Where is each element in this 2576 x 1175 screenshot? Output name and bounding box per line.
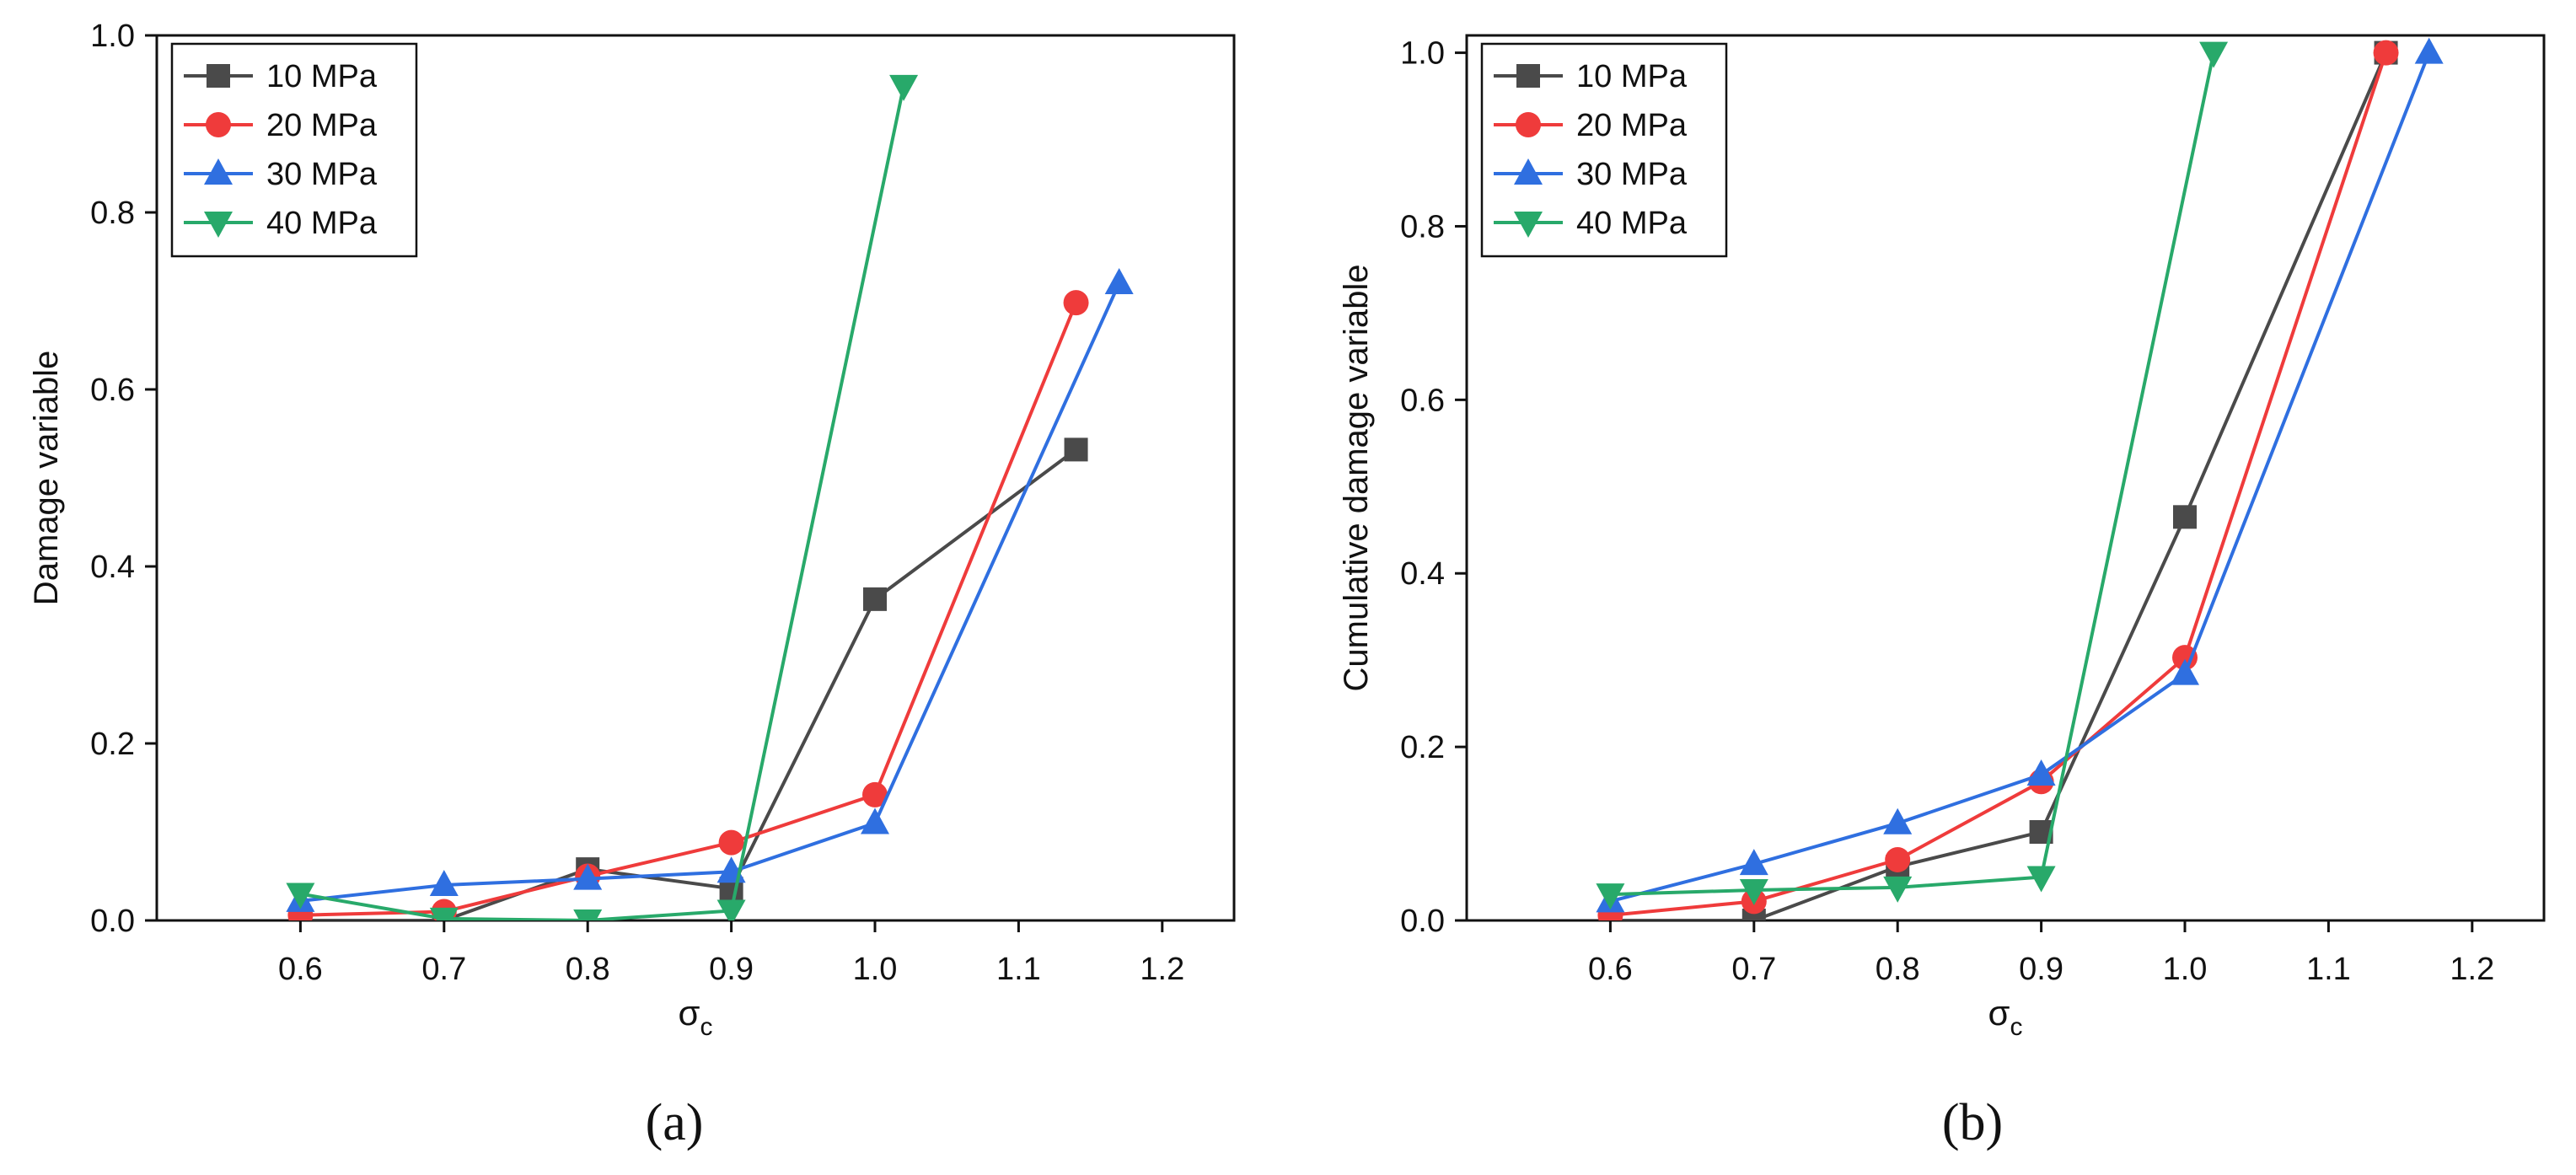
- data-point-40-mpa: [573, 909, 603, 920]
- legend-label-20-mpa: 20 MPa: [1576, 108, 1688, 143]
- legend-marker-20-mpa: [1516, 112, 1541, 137]
- plot-frame: [155, 34, 1236, 922]
- series-line-30-mpa: [1609, 51, 2431, 904]
- data-point-20-mpa: [862, 781, 888, 807]
- data-point-40-mpa: [889, 74, 919, 101]
- y-tick-label: 0.6: [90, 373, 135, 408]
- data-point-40-mpa: [1596, 883, 1625, 910]
- y-axis: 0.0 0.2 0.4 0.6 0.8 1.0: [90, 19, 157, 939]
- y-tick-label: 0.4: [1400, 556, 1445, 592]
- legend-marker-10-mpa: [1516, 64, 1540, 88]
- x-tick-label: 0.7: [1731, 952, 1776, 987]
- x-tick-label: 0.8: [1876, 952, 1920, 987]
- data-point-40-mpa: [2199, 41, 2229, 68]
- legend-marker-30-mpa: [204, 158, 233, 185]
- panel-label: (b): [1942, 1094, 2003, 1151]
- y-tick-label: 0.4: [90, 550, 135, 585]
- legend-label-40-mpa: 40 MPa: [266, 206, 378, 241]
- x-tick-label: 0.9: [709, 952, 754, 987]
- legend-label-10-mpa: 10 MPa: [266, 59, 378, 94]
- y-tick-label: 0.0: [1400, 904, 1445, 939]
- legend-marker-40-mpa: [1514, 212, 1543, 238]
- data-point-40-mpa: [1883, 876, 1913, 903]
- y-axis-label: Cumulative damage variable: [1338, 265, 1375, 692]
- plot-frame: [1465, 34, 2546, 922]
- y-axis-label: Damage variable: [28, 351, 65, 605]
- y-tick-label: 0.2: [1400, 730, 1445, 765]
- series-line-10-mpa: [300, 448, 1077, 920]
- data-point-40-mpa: [716, 899, 746, 920]
- data-point-30-mpa: [1104, 268, 1134, 294]
- data-point-30-mpa: [1883, 807, 1913, 834]
- x-tick-label: 0.8: [566, 952, 610, 987]
- y-tick-label: 0.0: [90, 904, 135, 939]
- x-tick-label: 1.1: [996, 952, 1041, 987]
- data-point-10-mpa: [1064, 437, 1088, 462]
- x-tick-label: 0.6: [278, 952, 323, 987]
- series-line-40-mpa: [300, 85, 906, 920]
- y-axis: 0.0 0.2 0.4 0.6 0.8 1.0: [1400, 36, 1467, 939]
- series-line-30-mpa: [300, 282, 1121, 903]
- chart-panel-a: 0.6 0.7 0.8 0.9 1.0 1.1 1.2 0.0 0.2 0.4 0.6 0.8 1.0 σ…: [28, 19, 1236, 1151]
- data-point-10-mpa: [863, 587, 887, 611]
- data-point-30-mpa: [429, 870, 459, 896]
- x-axis: 0.6 0.7 0.8 0.9 1.0 1.1 1.2: [278, 920, 1184, 987]
- data-point-40-mpa: [286, 883, 315, 909]
- data-point-40-mpa: [1739, 878, 1768, 905]
- x-axis-label: σc: [1988, 993, 2023, 1041]
- legend-label-40-mpa: 40 MPa: [1576, 206, 1688, 241]
- legend-label-30-mpa: 30 MPa: [1576, 157, 1688, 192]
- x-axis: 0.6 0.7 0.8 0.9 1.0 1.1 1.2: [1588, 920, 2494, 987]
- x-tick-label: 1.2: [2450, 952, 2494, 987]
- data-point-30-mpa: [2414, 37, 2444, 64]
- y-tick-label: 0.2: [90, 727, 135, 762]
- series-line-20-mpa: [300, 302, 1078, 917]
- y-tick-label: 1.0: [1400, 36, 1445, 72]
- legend-label-10-mpa: 10 MPa: [1576, 59, 1688, 94]
- data-point-10-mpa: [2173, 505, 2197, 529]
- legend: 10 MPa 20 MPa 30 MPa 40 MPa: [1480, 42, 1728, 258]
- chart-panel-b: 0.6 0.7 0.8 0.9 1.0 1.1 1.2 0.0 0.2 0.4 0.6 0.8 1.0 σ…: [1338, 34, 2546, 1151]
- data-point-20-mpa: [718, 829, 744, 856]
- data-point-40-mpa: [2026, 866, 2056, 893]
- data-point-30-mpa: [1739, 849, 1768, 876]
- y-tick-label: 0.8: [1400, 209, 1445, 244]
- x-tick-label: 1.2: [1140, 952, 1184, 987]
- legend-marker-10-mpa: [207, 64, 230, 88]
- x-axis-label: σc: [679, 993, 713, 1041]
- legend-label-30-mpa: 30 MPa: [266, 157, 378, 192]
- legend-marker-20-mpa: [206, 112, 231, 137]
- x-tick-label: 1.1: [2306, 952, 2351, 987]
- data-point-30-mpa: [2026, 759, 2056, 786]
- data-point-20-mpa: [2172, 645, 2198, 671]
- legend-marker-40-mpa: [204, 212, 233, 238]
- panel-label: (a): [646, 1094, 704, 1151]
- y-tick-label: 0.6: [1400, 383, 1445, 418]
- legend-label-20-mpa: 20 MPa: [266, 108, 378, 143]
- x-tick-label: 0.6: [1588, 952, 1633, 987]
- legend-marker-30-mpa: [1514, 158, 1543, 185]
- data-point-40-mpa: [429, 907, 459, 920]
- y-tick-label: 0.8: [90, 196, 135, 231]
- y-tick-label: 1.0: [90, 19, 135, 54]
- data-point-30-mpa: [2171, 658, 2199, 685]
- data-point-20-mpa: [2373, 40, 2399, 66]
- series-line-20-mpa: [1610, 51, 2388, 917]
- x-tick-label: 0.9: [2019, 952, 2063, 987]
- x-tick-label: 0.7: [421, 952, 466, 987]
- series-group: [286, 74, 1134, 920]
- series-line-10-mpa: [1610, 51, 2388, 920]
- data-point-30-mpa: [861, 807, 889, 834]
- x-tick-label: 1.0: [2163, 952, 2208, 987]
- data-point-30-mpa: [573, 863, 603, 890]
- series-group: [1596, 37, 2444, 920]
- data-point-20-mpa: [1063, 290, 1089, 316]
- legend: 10 MPa 20 MPa 30 MPa 40 MPa: [170, 42, 418, 258]
- data-point-20-mpa: [1885, 846, 1911, 872]
- x-tick-label: 1.0: [853, 952, 898, 987]
